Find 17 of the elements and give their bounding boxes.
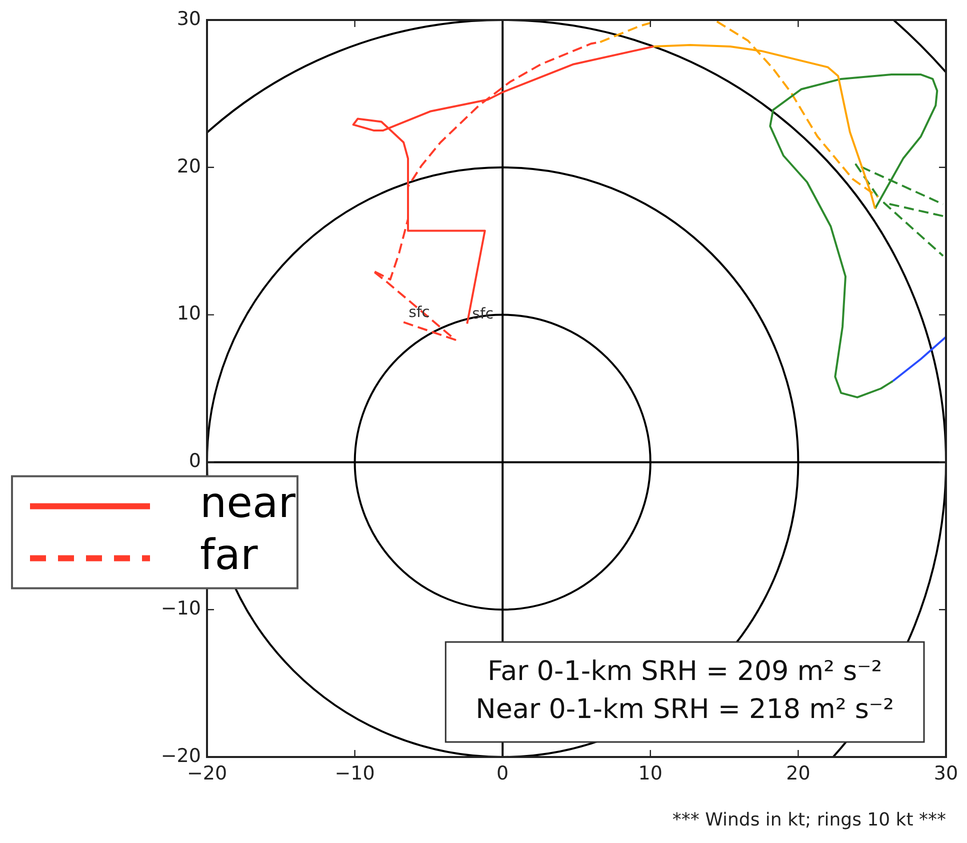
annotation: sfc bbox=[408, 303, 430, 322]
legend-label: near bbox=[200, 478, 296, 528]
y-tick-label: 10 bbox=[176, 302, 201, 325]
x-tick-label: −10 bbox=[334, 762, 375, 784]
x-tick-label: 20 bbox=[786, 762, 810, 784]
x-tick-label: 10 bbox=[638, 762, 662, 784]
legend-label: far bbox=[200, 530, 259, 580]
y-tick-label: −10 bbox=[160, 598, 201, 620]
annotation: Near 0-1-km SRH = 218 m² s⁻² bbox=[476, 694, 894, 726]
text: *** Winds in kt; rings 10 kt *** bbox=[672, 810, 946, 831]
x-tick-label: 30 bbox=[934, 762, 958, 784]
y-tick-label: 20 bbox=[176, 155, 201, 178]
y-tick-label: 0 bbox=[188, 450, 201, 472]
x-tick-label: 0 bbox=[496, 762, 509, 784]
y-tick-label: −20 bbox=[160, 744, 201, 767]
annotation: Far 0-1-km SRH = 209 m² s⁻² bbox=[488, 656, 882, 688]
y-tick-label: 30 bbox=[176, 8, 201, 30]
